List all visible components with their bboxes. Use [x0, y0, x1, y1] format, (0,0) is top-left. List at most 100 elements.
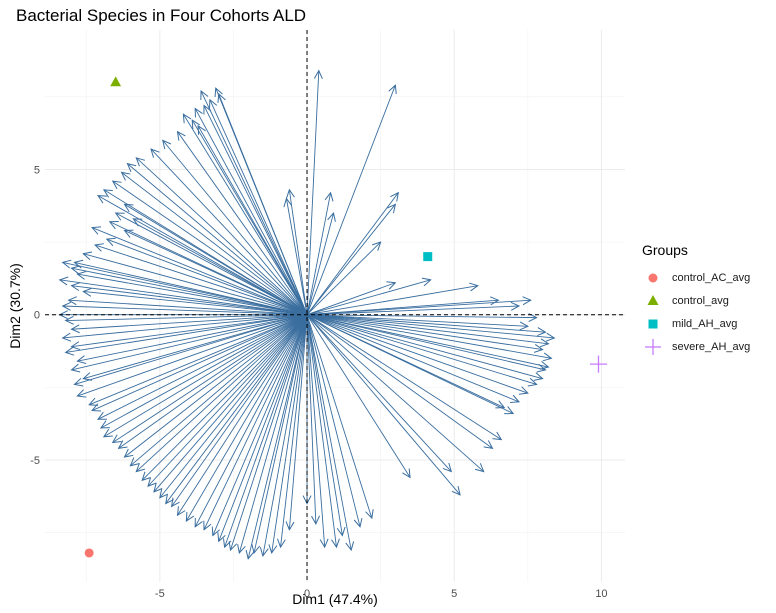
loading-arrow: [204, 314, 308, 530]
loading-arrow: [163, 140, 308, 316]
group-point-mild_AH_avg: [423, 252, 433, 262]
legend-item-control_AC_avg: control_AC_avg: [642, 266, 750, 289]
loading-arrow: [198, 126, 308, 315]
group-point-control_AC_avg: [84, 548, 94, 558]
loading-arrow: [225, 314, 308, 547]
loading-arrow: [142, 314, 308, 481]
loading-arrow: [254, 314, 308, 553]
loading-arrow: [101, 314, 308, 428]
loading-arrow: [281, 314, 308, 547]
loading-arrow: [306, 283, 395, 316]
x-tick-label: -5: [155, 588, 165, 600]
loading-arrow: [92, 314, 308, 411]
loading-arrow: [124, 204, 308, 316]
loading-arrow: [289, 314, 308, 530]
legend-label: severe_AH_avg: [672, 340, 751, 353]
loading-arrow: [306, 286, 478, 316]
loading-arrow: [307, 315, 537, 318]
loading-arrow: [306, 314, 528, 393]
loading-arrow: [219, 314, 308, 542]
y-tick-label: 5: [34, 164, 40, 176]
loading-arrow: [60, 280, 308, 316]
loading-arrow: [71, 286, 308, 316]
loading-arrow: [177, 314, 308, 515]
loading-arrow: [186, 314, 308, 521]
loading-arrow: [92, 228, 308, 316]
loading-arrow: [71, 314, 308, 347]
loading-arrow: [69, 300, 308, 316]
loading-arrow: [71, 268, 308, 316]
loading-arrow: [74, 314, 308, 385]
loading-arrow: [286, 199, 308, 315]
loading-arrow: [306, 314, 545, 370]
loading-arrow: [124, 230, 308, 316]
loading-arrow: [113, 181, 308, 316]
legend-item-severe_AH_avg: severe_AH_avg: [642, 335, 750, 358]
loading-arrow: [77, 314, 308, 361]
loading-arrow: [306, 314, 316, 524]
loading-arrow: [306, 85, 395, 315]
loading-arrow: [66, 314, 308, 353]
loading-arrow: [133, 219, 308, 316]
loading-arrow: [119, 314, 308, 449]
legend-items: control_AC_avg control_avg mild_AH_avg seve…: [642, 266, 750, 358]
loading-arrow: [98, 314, 308, 420]
y-tick-label: 0: [34, 310, 40, 322]
loading-arrow: [306, 314, 492, 449]
loading-arrow: [306, 71, 319, 315]
loading-arrow: [130, 314, 308, 466]
loading-arrow: [71, 314, 308, 370]
loading-arrow: [116, 213, 308, 316]
loading-arrow: [63, 306, 308, 316]
loading-arrow: [306, 314, 336, 547]
loading-arrow: [248, 314, 308, 559]
x-tick-label: 10: [595, 588, 607, 600]
loading-arrow: [306, 314, 554, 338]
loading-arrow: [63, 262, 308, 316]
loading-arrow: [306, 314, 548, 344]
loading-arrow: [213, 314, 308, 536]
y-axis-title: Dim2 (30.7%): [7, 263, 23, 349]
loading-arrow: [306, 314, 519, 402]
legend-key-plus-icon: [645, 338, 661, 355]
loading-arrow: [77, 274, 308, 316]
loading-arrow: [89, 314, 308, 405]
loading-arrow: [306, 314, 460, 495]
loading-arrow: [306, 314, 410, 478]
loading-arrow: [272, 314, 308, 553]
loading-arrow: [136, 314, 308, 472]
loading-arrow: [307, 314, 528, 327]
group-point-control_avg: [110, 76, 122, 87]
loading-arrow: [210, 100, 308, 315]
loading-arrow: [122, 172, 308, 316]
loading-arrow: [77, 314, 308, 396]
loading-arrow: [104, 314, 308, 437]
loading-arrow: [306, 280, 431, 316]
legend-label: control_AC_avg: [672, 271, 751, 284]
loading-arrow: [306, 193, 331, 315]
legend-key-triangle-icon: [647, 294, 659, 305]
loading-arrow: [306, 314, 537, 385]
loading-arrow: [107, 239, 308, 316]
loading-arrow: [306, 314, 501, 440]
loading-arrow: [306, 314, 513, 414]
loading-arrow: [83, 314, 308, 379]
loading-arrow: [204, 106, 308, 315]
loading-arrow: [306, 314, 543, 379]
loading-arrow: [95, 245, 308, 316]
loading-arrow: [166, 314, 308, 504]
loading-arrow: [263, 314, 308, 556]
loading-arrow: [306, 314, 372, 518]
loading-arrow: [306, 314, 342, 536]
loading-arrow: [306, 314, 484, 472]
legend-key-square-icon: [648, 319, 658, 328]
legend-key-circle-icon: [648, 273, 658, 282]
loading-arrow: [230, 314, 308, 550]
loading-arrow: [306, 314, 360, 527]
loading-arrow: [160, 314, 308, 498]
loading-arrow: [306, 242, 381, 316]
x-tick-label: 0: [304, 588, 310, 600]
loading-arrow: [306, 314, 551, 359]
loading-arrow: [195, 108, 308, 315]
